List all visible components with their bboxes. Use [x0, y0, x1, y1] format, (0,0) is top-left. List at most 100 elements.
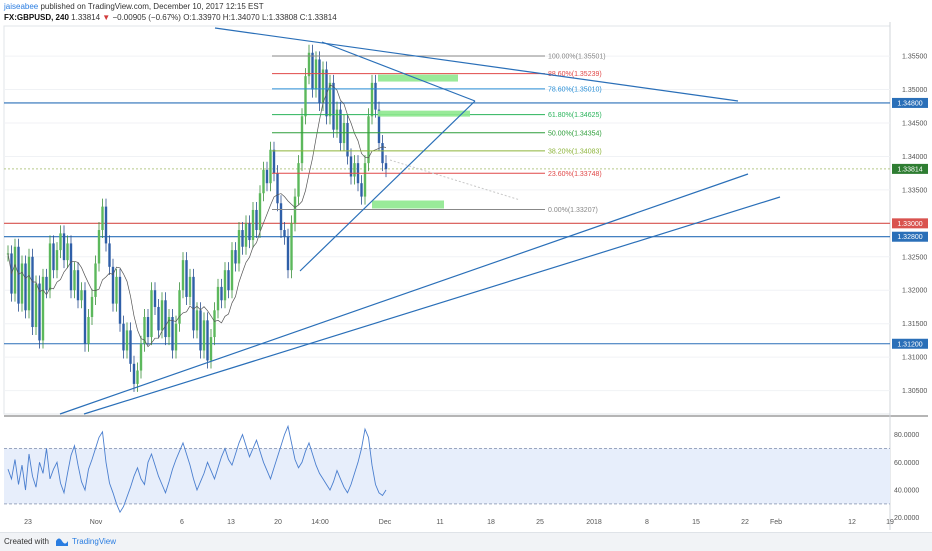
- candle-body: [220, 286, 223, 301]
- fib-level-label: 38.20%(1.34083): [548, 148, 602, 155]
- triangle-upper-line: [321, 41, 476, 102]
- current-price-badge: [892, 163, 928, 174]
- rsi-tick-label: 60.0000: [894, 460, 919, 467]
- projection-line: [389, 159, 521, 201]
- candle-body: [108, 243, 111, 267]
- level-badge: [892, 97, 928, 108]
- rsi-line: [7, 424, 387, 514]
- candle-body: [111, 266, 115, 304]
- level-badge: [892, 338, 928, 349]
- high-value: H:1.34070: [222, 13, 260, 22]
- candle-body: [335, 109, 339, 130]
- candle-body: [146, 317, 150, 338]
- rsi-tick-label: 80.0000: [894, 432, 919, 439]
- candle-body: [265, 169, 269, 184]
- fib-level-label: 61.80%(1.34625): [548, 112, 602, 119]
- time-tick-label: 19: [886, 519, 894, 526]
- candle-body: [139, 343, 143, 371]
- candle-body: [202, 320, 206, 351]
- candle-body: [230, 250, 234, 291]
- candle-body: [150, 290, 153, 338]
- candle-body: [346, 123, 349, 157]
- candle-body: [307, 52, 311, 77]
- publish-line: jaiseabee published on TradingView.com, …: [4, 2, 264, 11]
- candle-body: [262, 169, 265, 194]
- candle-body: [143, 317, 146, 344]
- price-tick-label: 1.35000: [902, 87, 927, 94]
- tradingview-logo-icon: [56, 538, 68, 546]
- candle-body: [125, 330, 129, 351]
- candle-body: [160, 300, 164, 331]
- time-tick-label: 23: [24, 519, 32, 526]
- level-badge: [892, 231, 928, 242]
- candle-body: [244, 223, 248, 247]
- candle-body: [122, 323, 125, 351]
- candle-body: [24, 263, 27, 311]
- candle-body: [377, 109, 381, 144]
- level-badge-label: 1.32800: [897, 234, 922, 241]
- candle-body: [101, 206, 104, 231]
- price-chart-canvas[interactable]: 1.35500 1.35000 1.34500 1.34000 1.33500 1.330…: [0, 0, 932, 532]
- price-tick-label: 1.34000: [902, 154, 927, 161]
- long-trendline-b: [83, 196, 781, 415]
- price-tick-label: 1.31000: [902, 355, 927, 362]
- candle-body: [104, 206, 108, 244]
- candle-body: [276, 173, 279, 204]
- candle-body: [185, 260, 188, 297]
- level-badge-label: 1.34800: [897, 100, 922, 107]
- candle-body: [286, 236, 290, 271]
- symbol-line: FX:GBPUSD, 240 1.33814 ▼ −0.00905 (−0.67…: [4, 13, 337, 22]
- candle-body: [94, 263, 97, 297]
- time-tick-label: 14:00: [311, 519, 329, 526]
- candle-body: [17, 246, 20, 304]
- rsi-tick-label: 40.0000: [894, 488, 919, 495]
- fib-zone: [378, 110, 470, 117]
- candle-body: [171, 317, 174, 351]
- candle-body: [174, 323, 178, 351]
- upper-trendline: [214, 27, 739, 102]
- candle-body: [314, 59, 318, 90]
- author-name[interactable]: jaiseabee: [4, 2, 39, 11]
- time-tick-label: 22: [741, 519, 749, 526]
- candle-body: [73, 270, 76, 291]
- candle-body: [360, 183, 363, 197]
- candle-body: [34, 283, 38, 328]
- candle-body: [384, 163, 388, 170]
- candle-body: [90, 296, 94, 317]
- tradingview-brand[interactable]: TradingView: [72, 537, 117, 546]
- demand-zone: [372, 200, 444, 209]
- candle-body: [69, 243, 73, 291]
- created-with-text: Created with: [4, 537, 49, 546]
- candle-body: [367, 116, 370, 164]
- time-tick-label: 25: [536, 519, 544, 526]
- time-tick-label: 13: [227, 519, 235, 526]
- price-tick-label: 1.31500: [902, 321, 927, 328]
- supply-zone: [378, 74, 458, 82]
- candle-body: [27, 256, 31, 311]
- candle-body: [195, 310, 199, 331]
- candle-body: [227, 270, 230, 291]
- time-tick-label: 18: [487, 519, 495, 526]
- fib-level-label: 78.60%(1.35010): [548, 86, 602, 93]
- candle-body: [97, 230, 101, 264]
- candle-body: [353, 163, 356, 177]
- candle-body: [38, 283, 41, 341]
- last-price: 1.33814: [71, 13, 101, 22]
- candle-body: [31, 256, 34, 328]
- candle-body: [370, 82, 374, 117]
- candle-body: [20, 263, 24, 304]
- time-tick-label: 11: [436, 519, 443, 526]
- candle-body: [66, 243, 69, 261]
- candle-body: [199, 310, 202, 351]
- candle-body: [363, 163, 367, 197]
- candle-body: [325, 69, 328, 117]
- candle-body: [234, 250, 237, 264]
- candle-body: [241, 230, 244, 247]
- candle-body: [80, 290, 83, 301]
- low-value: L:1.33808: [261, 13, 298, 22]
- candle-body: [318, 59, 321, 103]
- time-tick-label: 15: [692, 519, 700, 526]
- symbol-label[interactable]: FX:GBPUSD, 240: [4, 13, 69, 22]
- moving-average-line: [7, 84, 387, 348]
- price-change: −0.00905 (−0.67%): [112, 13, 181, 22]
